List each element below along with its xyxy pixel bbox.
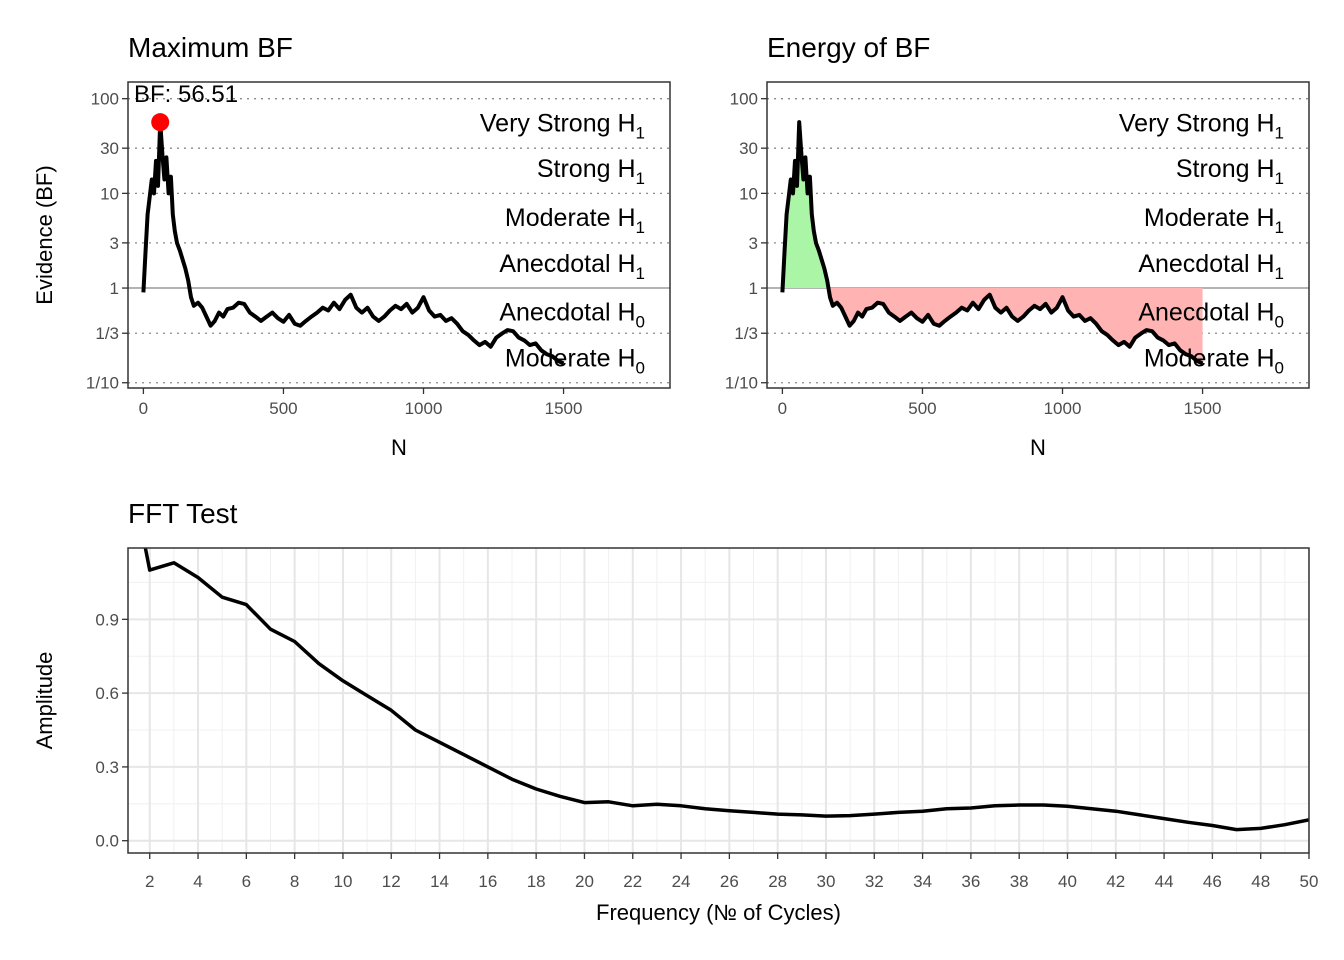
max-bf-y-tick-label: 100 <box>91 90 119 109</box>
fft-y-tick-label: 0.3 <box>95 758 119 777</box>
fft-y-tick-label: 0.6 <box>95 684 119 703</box>
fft-x-tick-label: 10 <box>333 872 352 891</box>
energy-bf-title: Energy of BF <box>767 32 930 63</box>
energy-bf-x-tick-label: 1500 <box>1184 399 1222 418</box>
fft-x-tick-label: 32 <box>865 872 884 891</box>
fft-x-tick-label: 24 <box>672 872 691 891</box>
fft-x-tick-label: 28 <box>768 872 787 891</box>
fft-x-tick-label: 30 <box>817 872 836 891</box>
energy-bf-band-label: Very Strong H1 <box>1119 109 1284 142</box>
max-bf-x-tick-label: 500 <box>269 399 297 418</box>
fft-series-line <box>143 548 1309 832</box>
max-bf-max-point <box>151 113 170 132</box>
energy-bf-band-label: Moderate H0 <box>1144 345 1284 378</box>
max-bf-band-label: Anecdotal H1 <box>499 250 645 283</box>
fft-x-tick-label: 16 <box>478 872 497 891</box>
fft-x-tick-label: 8 <box>290 872 299 891</box>
energy-bf-y-tick-label: 3 <box>749 234 758 253</box>
max-bf-y-tick-label: 1 <box>110 279 119 298</box>
fft-x-tick-label: 22 <box>623 872 642 891</box>
energy-bf-y-tick-label: 1 <box>749 279 758 298</box>
max-bf-y-tick-label: 3 <box>110 234 119 253</box>
energy-bf-y-tick-label: 10 <box>739 184 758 203</box>
fft-x-tick-label: 20 <box>575 872 594 891</box>
fft-x-tick-label: 4 <box>193 872 202 891</box>
fft-x-tick-label: 46 <box>1203 872 1222 891</box>
fft-x-tick-label: 34 <box>913 872 932 891</box>
max-bf-band-label: Very Strong H1 <box>480 109 645 142</box>
fft-title: FFT Test <box>128 498 238 529</box>
max-bf-title: Maximum BF <box>128 32 293 63</box>
fft-y-tick-label: 0.0 <box>95 832 119 851</box>
fft-plot-area <box>128 548 1309 853</box>
energy-bf-y-tick-label: 1/10 <box>725 374 758 393</box>
max-bf-x-tick-label: 1000 <box>405 399 443 418</box>
fft-x-tick-label: 12 <box>382 872 401 891</box>
energy-bf-panel-border <box>766 81 1310 389</box>
energy-bf-y-tick-label: 30 <box>739 139 758 158</box>
energy-bf-band-label: Moderate H1 <box>1144 204 1284 237</box>
max-bf-series-line <box>141 120 565 366</box>
max-bf-plot-area: Very Strong H1 Strong H1 Moderate H1 Anecdo… <box>128 81 670 384</box>
energy-bf-y-tick-label: 1/3 <box>734 324 758 343</box>
max-bf-band-label: Anecdotal H0 <box>499 299 645 332</box>
max-bf-y-tick-label: 10 <box>100 184 119 203</box>
energy-bf-y-tick-label: 100 <box>730 90 758 109</box>
energy-bf-band-label: Anecdotal H0 <box>1138 299 1284 332</box>
energy-bf-x-axis-title: N <box>1030 435 1046 460</box>
max-bf-y-tick-label: 1/10 <box>86 374 119 393</box>
fft-x-tick-label: 48 <box>1251 872 1270 891</box>
max-bf-x-tick-label: 1500 <box>545 399 583 418</box>
fft-x-tick-label: 14 <box>430 872 449 891</box>
max-bf-band-label: Moderate H1 <box>505 204 645 237</box>
fft-x-axis-title: Frequency (№ of Cycles) <box>596 900 841 925</box>
energy-bf-x-tick-label: 1000 <box>1044 399 1082 418</box>
energy-bf-band-label: Anecdotal H1 <box>1138 250 1284 283</box>
max-bf-y-tick-label: 1/3 <box>95 324 119 343</box>
max-bf-panel: Maximum BF Very Strong H1 Strong H1 Moderat… <box>32 32 671 460</box>
fft-y-axis-title: Amplitude <box>32 652 57 750</box>
fft-x-tick-label: 18 <box>527 872 546 891</box>
max-bf-band-label: Moderate H0 <box>505 345 645 378</box>
fft-x-tick-label: 44 <box>1155 872 1174 891</box>
max-bf-y-axis-title: Evidence (BF) <box>32 165 57 304</box>
fft-x-tick-label: 40 <box>1058 872 1077 891</box>
fft-x-tick-label: 50 <box>1300 872 1319 891</box>
fft-x-tick-label: 26 <box>720 872 739 891</box>
energy-bf-x-tick-label: 0 <box>778 399 787 418</box>
fft-x-tick-label: 38 <box>1010 872 1029 891</box>
energy-bf-plot-area: Very Strong H1 Strong H1 Moderate H1 Anecdo… <box>767 98 1309 384</box>
fft-y-tick-label: 0.9 <box>95 610 119 629</box>
energy-bf-panel: Energy of BF Very Strong H1 Strong H1 Moder… <box>725 32 1310 460</box>
fft-x-tick-label: 42 <box>1106 872 1125 891</box>
fft-panel-border <box>127 547 1310 854</box>
max-bf-x-tick-label: 0 <box>139 399 148 418</box>
energy-bf-x-tick-label: 500 <box>908 399 936 418</box>
energy-bf-band-label: Strong H1 <box>1176 155 1284 188</box>
max-bf-x-axis-title: N <box>391 435 407 460</box>
energy-bf-series-line <box>780 120 1204 366</box>
max-bf-max-label: BF: 56.51 <box>134 81 238 108</box>
max-bf-y-tick-label: 30 <box>100 139 119 158</box>
fft-x-tick-label: 36 <box>961 872 980 891</box>
fft-x-tick-label: 6 <box>242 872 251 891</box>
max-bf-panel-border <box>127 81 671 389</box>
max-bf-band-label: Strong H1 <box>537 155 645 188</box>
fft-x-tick-label: 2 <box>145 872 154 891</box>
